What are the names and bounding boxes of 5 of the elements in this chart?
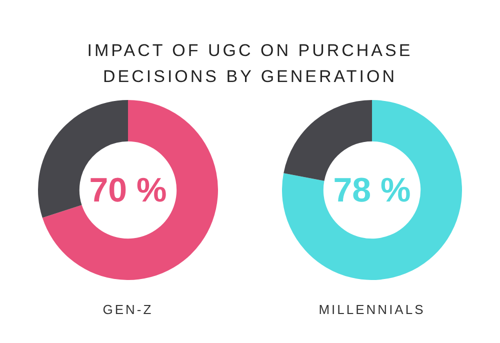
data-label: 70 % xyxy=(89,171,167,210)
text: GEN-Z xyxy=(102,302,154,317)
chart-title: IMPACT OF UGC ON PURCHASE DECISIONS BY GENERATION xyxy=(86,40,414,88)
data-label: 78 % xyxy=(333,171,411,210)
text: MILLENNIALS xyxy=(318,302,426,317)
